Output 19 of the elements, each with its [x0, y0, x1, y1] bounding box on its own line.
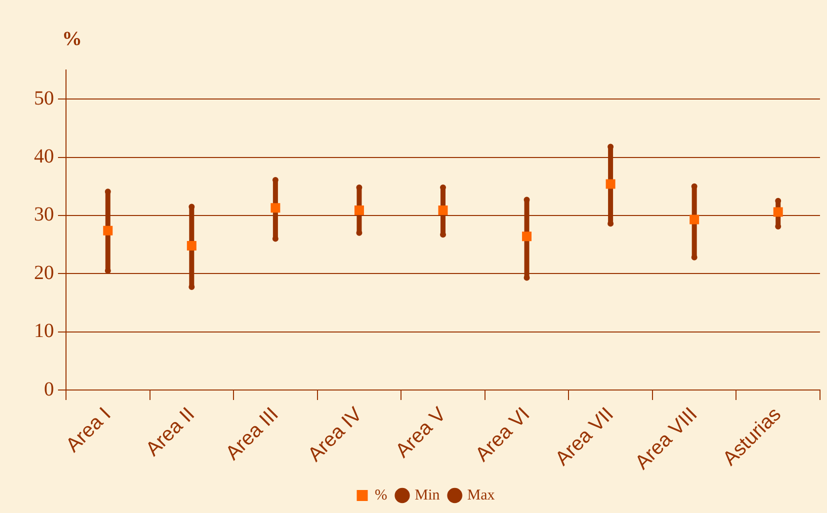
point — [690, 214, 700, 224]
point — [103, 226, 113, 236]
y-axis-title: % — [62, 28, 82, 50]
y-tick-label: 40 — [34, 146, 54, 168]
point — [606, 179, 616, 189]
point — [522, 232, 532, 242]
point — [186, 240, 196, 250]
point — [354, 205, 364, 215]
legend-label: Max — [467, 487, 496, 504]
legend-label: % — [374, 487, 388, 504]
y-tick-label: 0 — [44, 378, 54, 400]
y-tick-label: 10 — [34, 320, 54, 342]
legend-label: Min — [414, 487, 440, 504]
y-tick-label: 30 — [34, 204, 54, 226]
point — [438, 205, 448, 215]
y-tick-label: 20 — [34, 262, 54, 284]
point — [773, 207, 783, 217]
point — [270, 203, 280, 213]
y-tick-label: 50 — [34, 87, 54, 110]
